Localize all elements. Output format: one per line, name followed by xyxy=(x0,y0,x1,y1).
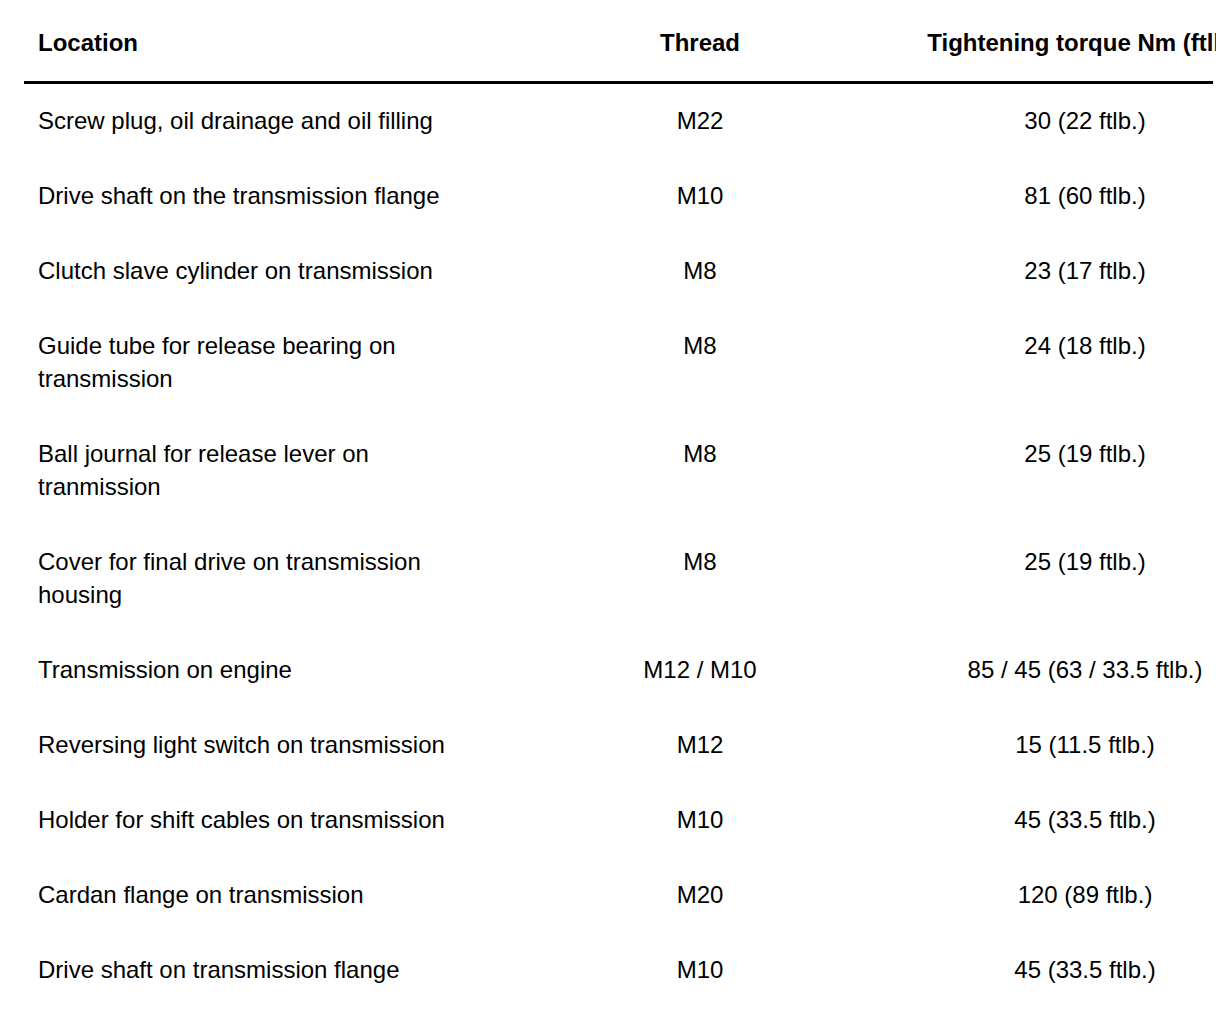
column-header-location: Location xyxy=(0,26,560,59)
torque-cell: 15 (11.5 ftlb.) xyxy=(840,728,1216,761)
table-row: Guide tube for release bearing on transm… xyxy=(0,329,1216,395)
table-row: Transmission on engine M12 / M10 85 / 45… xyxy=(0,653,1216,686)
location-cell: Reversing light switch on transmission xyxy=(0,728,560,761)
thread-cell: M10 xyxy=(560,953,840,986)
table-row: Drive shaft on the transmission flange M… xyxy=(0,179,1216,212)
column-header-thread: Thread xyxy=(560,26,840,59)
table-row: Reversing light switch on transmission M… xyxy=(0,728,1216,761)
location-cell: Screw plug, oil drainage and oil filling xyxy=(0,104,560,137)
torque-cell: 81 (60 ftlb.) xyxy=(840,179,1216,212)
torque-cell: 85 / 45 (63 / 33.5 ftlb.) xyxy=(840,653,1216,686)
thread-cell: M10 xyxy=(560,803,840,836)
torque-cell: 120 (89 ftlb.) xyxy=(840,878,1216,911)
torque-cell: 30 (22 ftlb.) xyxy=(840,104,1216,137)
table-row: Holder for shift cables on transmission … xyxy=(0,803,1216,836)
thread-cell: M8 xyxy=(560,437,840,503)
thread-cell: M8 xyxy=(560,545,840,611)
location-cell: Holder for shift cables on transmission xyxy=(0,803,560,836)
torque-cell: 24 (18 ftlb.) xyxy=(840,329,1216,395)
torque-cell: 25 (19 ftlb.) xyxy=(840,437,1216,503)
location-cell: Transmission on engine xyxy=(0,653,560,686)
location-cell: Guide tube for release bearing on transm… xyxy=(0,329,560,395)
location-cell: Clutch slave cylinder on transmission xyxy=(0,254,560,287)
torque-cell: 45 (33.5 ftlb.) xyxy=(840,803,1216,836)
torque-cell: 23 (17 ftlb.) xyxy=(840,254,1216,287)
thread-cell: M22 xyxy=(560,104,840,137)
torque-cell: 45 (33.5 ftlb.) xyxy=(840,953,1216,986)
location-cell: Cardan flange on transmission xyxy=(0,878,560,911)
torque-spec-table: Location Thread Tightening torque Nm (ft… xyxy=(0,0,1216,986)
location-cell: Cover for final drive on transmission ho… xyxy=(0,545,560,611)
torque-cell: 25 (19 ftlb.) xyxy=(840,545,1216,611)
table-row: Ball journal for release lever on tranmi… xyxy=(0,437,1216,503)
table-body: Screw plug, oil drainage and oil filling… xyxy=(0,84,1216,986)
thread-cell: M10 xyxy=(560,179,840,212)
table-row: Clutch slave cylinder on transmission M8… xyxy=(0,254,1216,287)
thread-cell: M20 xyxy=(560,878,840,911)
table-row: Screw plug, oil drainage and oil filling… xyxy=(0,104,1216,137)
location-cell: Ball journal for release lever on tranmi… xyxy=(0,437,560,503)
thread-cell: M8 xyxy=(560,329,840,395)
table-row: Drive shaft on transmission flange M10 4… xyxy=(0,953,1216,986)
column-header-torque: Tightening torque Nm (ftlb.) xyxy=(840,26,1216,59)
table-row: Cover for final drive on transmission ho… xyxy=(0,545,1216,611)
thread-cell: M12 / M10 xyxy=(560,653,840,686)
table-row: Cardan flange on transmission M20 120 (8… xyxy=(0,878,1216,911)
table-header-row: Location Thread Tightening torque Nm (ft… xyxy=(0,0,1216,59)
location-cell: Drive shaft on transmission flange xyxy=(0,953,560,986)
location-cell: Drive shaft on the transmission flange xyxy=(0,179,560,212)
thread-cell: M12 xyxy=(560,728,840,761)
thread-cell: M8 xyxy=(560,254,840,287)
